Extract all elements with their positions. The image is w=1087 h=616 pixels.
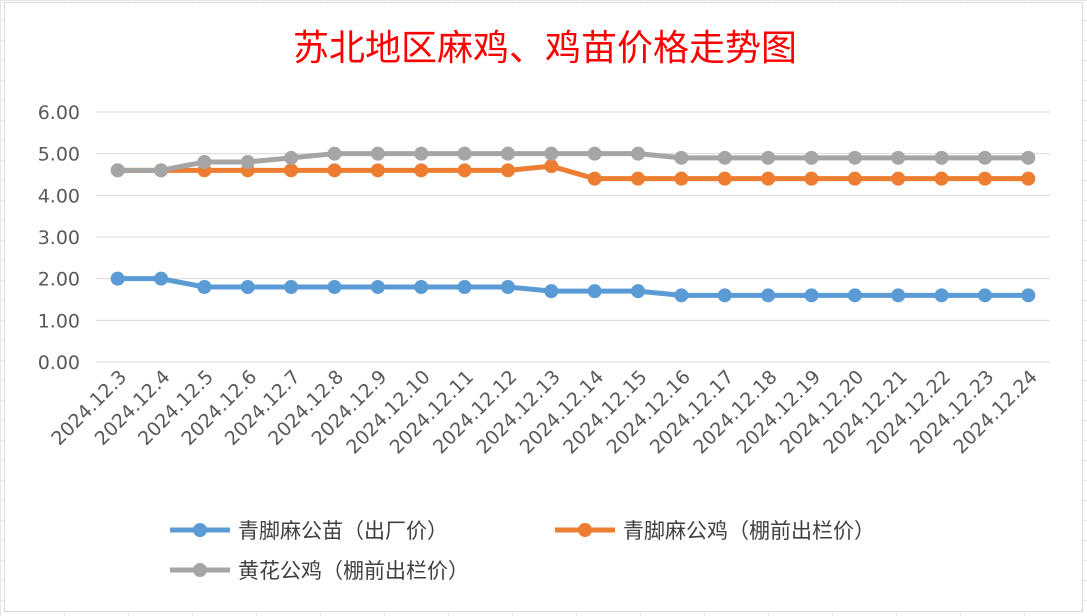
data-point [587, 284, 602, 299]
data-point [327, 146, 342, 161]
data-point [457, 146, 472, 161]
y-tick-label: 3.00 [38, 227, 80, 249]
data-point [717, 150, 732, 165]
series-line [117, 151, 1029, 173]
x-axis-ticks: 2024.12.32024.12.42024.12.52024.12.62024… [47, 366, 1042, 458]
data-point [1021, 288, 1036, 303]
data-point [500, 163, 515, 178]
y-tick-label: 1.00 [38, 310, 80, 332]
data-point [544, 159, 559, 174]
data-point [847, 288, 862, 303]
data-point [414, 280, 429, 294]
data-point [327, 163, 342, 178]
gridlines [96, 111, 1050, 363]
y-axis-ticks: 0.00 1.00 2.00 3.00 4.00 5.00 6.00 [38, 102, 80, 374]
data-point [717, 288, 732, 303]
legend-item: 青脚麻公鸡（棚前出栏价） [555, 519, 875, 543]
data-point [631, 171, 646, 186]
data-point [587, 146, 602, 161]
y-tick-label: 4.00 [38, 185, 80, 207]
data-point [674, 150, 689, 165]
chart-title: 苏北地区麻鸡、鸡苗价格走势图 [293, 28, 797, 69]
y-tick-label: 5.00 [38, 144, 80, 166]
data-point [977, 288, 992, 303]
legend: 青脚麻公苗（出厂价） 青脚麻公鸡（棚前出栏价） 黄花公鸡（棚前出栏价） [170, 519, 875, 583]
data-point [154, 271, 169, 286]
series-layer [110, 146, 1036, 303]
data-point [934, 171, 949, 186]
data-point [197, 155, 212, 169]
series-3 [110, 146, 1036, 178]
data-point [587, 171, 602, 186]
y-tick-label: 6.00 [38, 102, 80, 124]
data-point [934, 150, 949, 165]
legend-item: 黄花公鸡（棚前出栏价） [170, 559, 469, 583]
data-point [457, 163, 472, 178]
data-point [414, 146, 429, 161]
data-point [284, 280, 299, 294]
data-point [761, 150, 776, 165]
data-point [1021, 171, 1036, 186]
data-point [240, 155, 255, 169]
data-point [804, 150, 819, 165]
data-point [674, 288, 689, 303]
data-point [370, 280, 385, 294]
data-point [631, 146, 646, 161]
legend-label: 黄花公鸡（棚前出栏价） [238, 559, 469, 583]
data-point [891, 171, 906, 186]
chart-area[interactable] [4, 2, 1083, 612]
data-point [240, 280, 255, 294]
series-line [117, 163, 1029, 182]
data-point [370, 146, 385, 161]
data-point [457, 280, 472, 294]
data-point [977, 150, 992, 165]
data-point [891, 150, 906, 165]
data-point [891, 288, 906, 303]
data-point [847, 171, 862, 186]
data-point [804, 171, 819, 186]
legend-label: 青脚麻公鸡（棚前出栏价） [623, 519, 875, 543]
y-tick-label: 0.00 [38, 352, 80, 374]
data-point [327, 280, 342, 294]
legend-marker [193, 523, 207, 537]
data-point [500, 146, 515, 161]
data-point [500, 280, 515, 294]
data-point [804, 288, 819, 303]
data-point [761, 171, 776, 186]
legend-marker [578, 523, 592, 537]
data-point [370, 163, 385, 178]
data-point [154, 163, 169, 178]
data-point [847, 150, 862, 165]
data-point [284, 163, 299, 178]
data-point [414, 163, 429, 178]
data-point [674, 171, 689, 186]
y-tick-label: 2.00 [38, 269, 80, 291]
data-point [544, 284, 559, 299]
data-point [197, 280, 212, 294]
data-point [544, 146, 559, 161]
data-point [977, 171, 992, 186]
data-point [284, 150, 299, 165]
data-point [110, 163, 125, 178]
data-point [761, 288, 776, 303]
data-point [631, 284, 646, 299]
data-point [934, 288, 949, 303]
legend-label: 青脚麻公苗（出厂价） [238, 519, 448, 543]
series-line [117, 276, 1029, 298]
legend-item: 青脚麻公苗（出厂价） [170, 519, 448, 543]
data-point [1021, 150, 1036, 165]
legend-marker [193, 563, 207, 577]
series-1 [110, 271, 1036, 303]
data-point [110, 271, 125, 286]
data-point [717, 171, 732, 186]
